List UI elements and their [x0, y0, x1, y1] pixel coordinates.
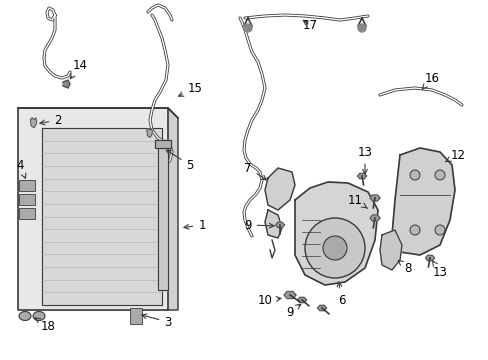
Text: 16: 16 — [421, 72, 439, 89]
Text: 5: 5 — [166, 150, 193, 171]
Text: 12: 12 — [445, 149, 465, 162]
Polygon shape — [391, 148, 454, 255]
Text: 1: 1 — [183, 219, 205, 231]
Polygon shape — [275, 222, 284, 228]
Text: 15: 15 — [178, 81, 202, 96]
Circle shape — [305, 218, 364, 278]
Polygon shape — [264, 168, 294, 210]
Circle shape — [434, 225, 444, 235]
Polygon shape — [284, 291, 295, 299]
Text: 4: 4 — [16, 158, 26, 178]
Bar — [19, 180, 35, 191]
Text: 6: 6 — [337, 282, 345, 306]
Text: 17: 17 — [302, 18, 317, 32]
Text: 13: 13 — [431, 260, 447, 279]
Text: 8: 8 — [397, 260, 411, 274]
Bar — [130, 308, 142, 324]
Polygon shape — [294, 182, 377, 285]
Circle shape — [244, 24, 251, 32]
Bar — [19, 194, 35, 205]
Text: 2: 2 — [40, 113, 61, 126]
Bar — [19, 208, 35, 219]
Polygon shape — [18, 108, 168, 310]
Text: 3: 3 — [142, 314, 171, 328]
Polygon shape — [379, 230, 401, 270]
Polygon shape — [317, 305, 326, 311]
Polygon shape — [369, 195, 379, 201]
Polygon shape — [42, 128, 162, 305]
Polygon shape — [297, 297, 306, 303]
Polygon shape — [155, 140, 171, 148]
Polygon shape — [264, 210, 282, 238]
Polygon shape — [63, 80, 70, 88]
Polygon shape — [30, 118, 37, 128]
Circle shape — [409, 170, 419, 180]
Text: 13: 13 — [357, 145, 372, 174]
Circle shape — [409, 225, 419, 235]
Circle shape — [323, 236, 346, 260]
Text: 9: 9 — [244, 219, 273, 231]
Text: 10: 10 — [257, 293, 281, 306]
Polygon shape — [369, 215, 379, 221]
Text: 11: 11 — [347, 194, 367, 208]
Polygon shape — [146, 129, 152, 138]
Text: 18: 18 — [35, 318, 55, 333]
Polygon shape — [168, 108, 178, 310]
Polygon shape — [425, 255, 434, 261]
Circle shape — [434, 170, 444, 180]
Text: 14: 14 — [70, 59, 87, 79]
Polygon shape — [357, 173, 366, 179]
Text: 9: 9 — [285, 304, 300, 319]
Ellipse shape — [19, 311, 31, 320]
Text: 7: 7 — [244, 162, 266, 180]
Polygon shape — [158, 140, 168, 290]
Ellipse shape — [33, 311, 45, 320]
Circle shape — [357, 24, 365, 32]
